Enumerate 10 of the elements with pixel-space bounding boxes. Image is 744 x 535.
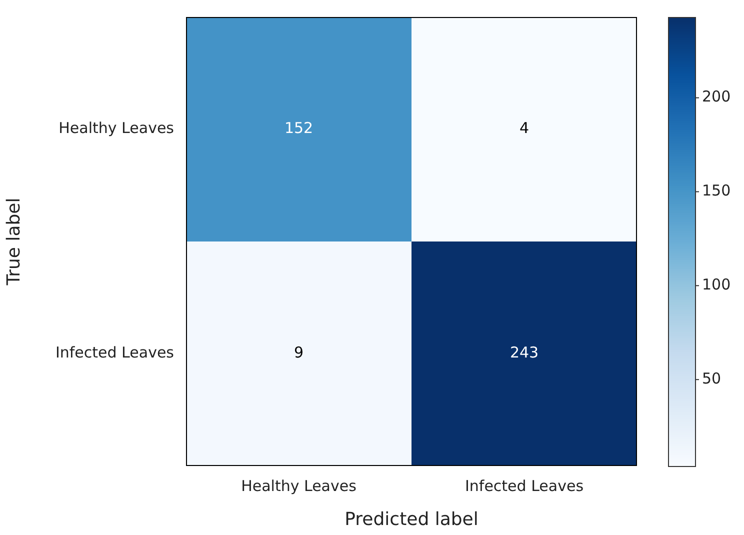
data-label: 243 xyxy=(510,344,539,362)
data-label: 152 xyxy=(284,119,314,138)
color-bar-label: 150 xyxy=(702,182,731,200)
x-axis-title: Predicted label xyxy=(344,508,478,530)
color-bar-label: 100 xyxy=(702,276,731,294)
data-label: 4 xyxy=(519,119,530,138)
y-axis-title: True label xyxy=(3,198,24,286)
color-bar-label: 50 xyxy=(702,369,722,388)
data-label: 9 xyxy=(294,344,304,362)
color-bar-label: 200 xyxy=(702,88,731,106)
